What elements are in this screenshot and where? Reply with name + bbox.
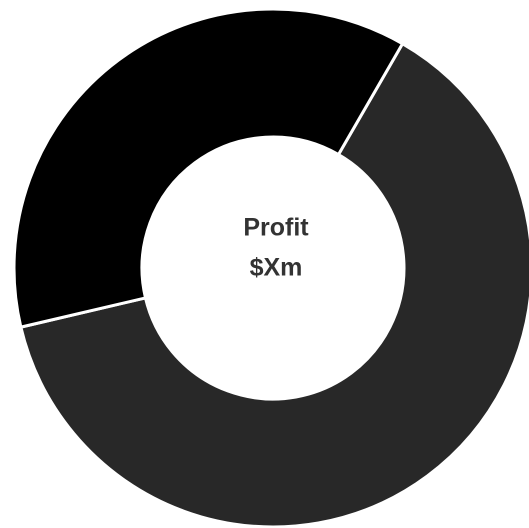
donut-slice [12, 7, 405, 329]
donut-slice [19, 41, 529, 528]
center-label: $Xm [250, 254, 303, 282]
center-label: Profit [243, 214, 309, 242]
slices [12, 7, 529, 528]
